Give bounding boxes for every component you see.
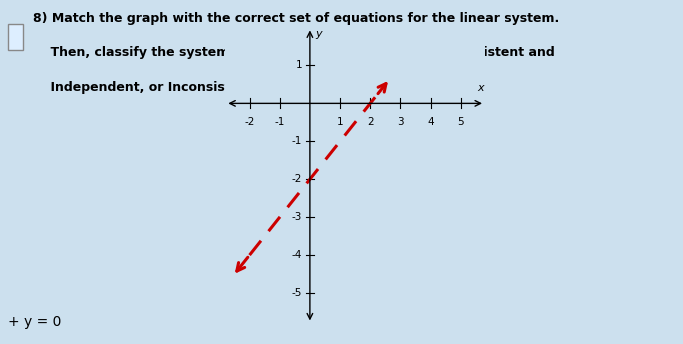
- Text: 1: 1: [296, 61, 303, 71]
- Text: 3: 3: [397, 117, 404, 127]
- Text: 4: 4: [428, 117, 434, 127]
- Bar: [8, 24, 23, 50]
- Text: -2: -2: [292, 174, 303, 184]
- Text: -1: -1: [292, 136, 303, 146]
- Text: 5: 5: [458, 117, 464, 127]
- Text: -1: -1: [275, 117, 285, 127]
- Text: 1: 1: [337, 117, 344, 127]
- Text: -5: -5: [292, 288, 303, 298]
- Text: 2: 2: [367, 117, 374, 127]
- Text: y: y: [316, 30, 322, 40]
- Text: Independent, or Inconsistent.: Independent, or Inconsistent.: [33, 81, 258, 94]
- Text: -2: -2: [245, 117, 255, 127]
- Text: + y = 0: + y = 0: [8, 314, 61, 329]
- Text: 8) Match the graph with the correct set of equations for the linear system.: 8) Match the graph with the correct set …: [33, 12, 559, 25]
- Text: (You should have two answers selected): (You should have two answers selected): [229, 81, 479, 94]
- Text: x: x: [477, 83, 484, 93]
- Text: Then, classify the system as Consistent and Dependent, Consistent and: Then, classify the system as Consistent …: [33, 46, 555, 60]
- Text: -3: -3: [292, 212, 303, 222]
- Text: -4: -4: [292, 250, 303, 260]
